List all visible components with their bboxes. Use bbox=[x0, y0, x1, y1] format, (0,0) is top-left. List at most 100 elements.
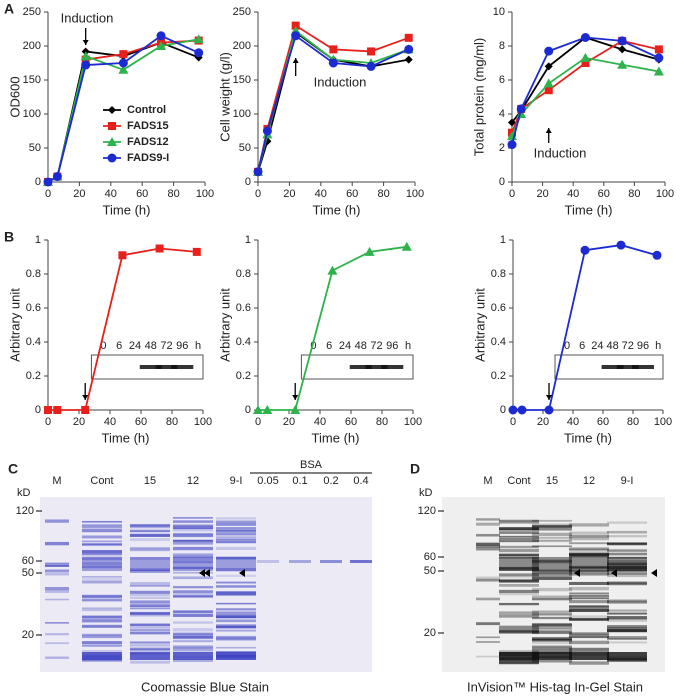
marker bbox=[291, 21, 300, 30]
gel-band bbox=[45, 633, 69, 636]
gel-band bbox=[82, 615, 122, 619]
gel-band bbox=[82, 543, 122, 546]
marker bbox=[156, 41, 167, 50]
gel-band bbox=[216, 523, 256, 526]
annotation-text: Induction bbox=[61, 10, 114, 25]
gel-band bbox=[607, 652, 647, 660]
gel-band bbox=[130, 568, 170, 572]
gel-band bbox=[82, 650, 122, 653]
gel-band bbox=[216, 635, 256, 640]
x-tick-label: 60 bbox=[136, 188, 148, 200]
marker bbox=[108, 122, 116, 130]
y-tick-label: 0.8 bbox=[491, 268, 506, 280]
gel-band bbox=[130, 569, 170, 573]
gel-band bbox=[499, 602, 539, 606]
marker bbox=[404, 33, 413, 42]
marker bbox=[44, 406, 52, 414]
x-tick-label: 60 bbox=[135, 416, 147, 428]
gel-band bbox=[130, 597, 170, 599]
y-tick-label: 0 bbox=[245, 404, 251, 416]
gel-band bbox=[82, 644, 122, 647]
y-tick-label: 2 bbox=[499, 142, 505, 154]
gel-band bbox=[130, 629, 170, 632]
gel-band bbox=[216, 626, 256, 629]
lane-label: 0.2 bbox=[323, 475, 338, 487]
gel-band bbox=[45, 541, 69, 546]
lane-label: M bbox=[52, 475, 61, 487]
size-marker: 60 bbox=[22, 555, 34, 567]
gel-band bbox=[130, 585, 170, 587]
gel-band bbox=[532, 576, 572, 580]
gel-band bbox=[173, 528, 213, 532]
gel-band bbox=[607, 557, 647, 571]
gel-band bbox=[499, 556, 539, 559]
blot-band bbox=[631, 365, 654, 369]
y-tick-label: 100 bbox=[23, 108, 41, 120]
gel-band bbox=[130, 549, 170, 552]
gel-band bbox=[216, 594, 256, 596]
gel-band bbox=[607, 556, 647, 559]
gel-band bbox=[82, 535, 122, 539]
gel-band bbox=[289, 560, 311, 563]
x-tick-label: 100 bbox=[406, 188, 424, 200]
gel-band bbox=[476, 597, 500, 601]
gel-band bbox=[499, 659, 539, 662]
annotation-text: Induction bbox=[314, 74, 367, 89]
gel-band bbox=[82, 520, 122, 523]
gel-band bbox=[173, 546, 213, 551]
gel-band bbox=[216, 517, 256, 520]
marker bbox=[262, 126, 272, 136]
gel-band bbox=[82, 624, 122, 628]
gel-band bbox=[173, 571, 213, 574]
series-line bbox=[48, 247, 197, 411]
x-tick-label: 80 bbox=[166, 416, 178, 428]
x-tick-label: 80 bbox=[377, 188, 389, 200]
x-tick-label: 40 bbox=[105, 188, 117, 200]
marker bbox=[81, 406, 90, 414]
gel-band bbox=[82, 580, 122, 584]
inset-label: 0 bbox=[310, 340, 316, 352]
gel-band bbox=[607, 583, 647, 586]
gel-band bbox=[569, 649, 609, 652]
gel-band bbox=[532, 610, 572, 614]
marker bbox=[653, 66, 664, 76]
marker bbox=[108, 106, 116, 114]
x-tick-label: 60 bbox=[346, 188, 358, 200]
gel-band bbox=[82, 633, 122, 636]
y-tick-label: 0.8 bbox=[236, 268, 251, 280]
gel-band bbox=[499, 628, 539, 631]
x-tick-label: 80 bbox=[167, 188, 179, 200]
y-tick-label: 0 bbox=[35, 404, 41, 416]
gel-band bbox=[173, 586, 213, 589]
y-tick-label: 0.8 bbox=[26, 268, 41, 280]
marker bbox=[107, 153, 117, 163]
lane-label: 12 bbox=[583, 475, 595, 487]
x-tick-label: 20 bbox=[73, 416, 85, 428]
x-tick-label: 0 bbox=[45, 188, 51, 200]
lane-label: Cont bbox=[507, 475, 530, 487]
gel-band bbox=[216, 629, 256, 632]
gel-band bbox=[499, 535, 539, 538]
y-axis-label: Arbitrary unit bbox=[7, 288, 22, 362]
x-tick-label: 100 bbox=[194, 416, 212, 428]
series-line bbox=[513, 244, 658, 411]
gel-band bbox=[82, 553, 122, 556]
marker bbox=[81, 60, 91, 70]
x-axis-label: Time (h) bbox=[313, 202, 361, 217]
y-tick-label: 200 bbox=[233, 40, 251, 52]
gel-band bbox=[569, 597, 609, 600]
inset-label: 24 bbox=[591, 340, 603, 352]
gel-band bbox=[607, 600, 647, 604]
marker bbox=[119, 50, 128, 59]
gel-band bbox=[45, 642, 69, 645]
blot-band bbox=[349, 365, 372, 369]
gel-band bbox=[130, 528, 170, 532]
marker bbox=[193, 34, 204, 44]
gel-band bbox=[173, 659, 213, 662]
y-tick-label: 0 bbox=[500, 404, 506, 416]
inset-label: 0 bbox=[564, 340, 570, 352]
marker bbox=[155, 244, 164, 253]
gel-band bbox=[350, 560, 372, 563]
gel-caption: InVision™ His-tag In-Gel Stain bbox=[467, 679, 643, 694]
gel-band bbox=[130, 649, 170, 653]
